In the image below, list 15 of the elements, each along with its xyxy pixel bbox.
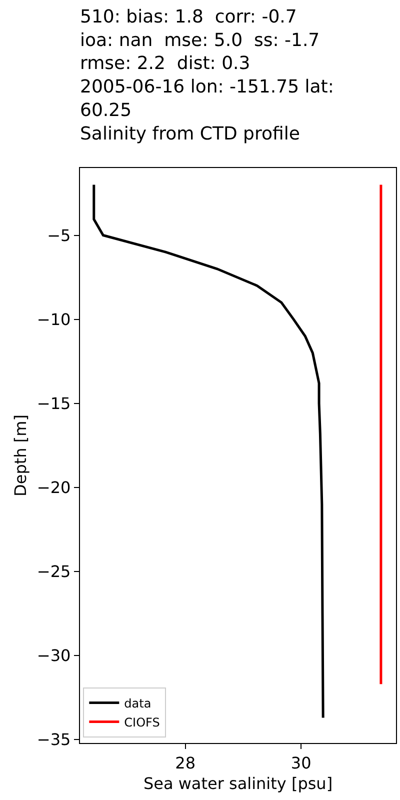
y-tick-label: −15 bbox=[36, 394, 71, 413]
x-tick-label: 30 bbox=[290, 753, 312, 772]
y-tick-label: −30 bbox=[36, 646, 71, 666]
y-tick-label: −20 bbox=[36, 478, 71, 498]
legend-label: data bbox=[124, 696, 152, 710]
legend-label: CIOFS bbox=[124, 715, 160, 730]
y-tick-label: −10 bbox=[36, 310, 71, 329]
chart-title: 510: bias: 1.8 corr: -0.7 ioa: nan mse: 5.0 ss: -1.7 rmse: 2.2 dist: 0.3 2005-06-16 lon: -151.75 lat: 60.25 Salinity from CTD profile bbox=[80, 6, 334, 144]
y-tick-label: −25 bbox=[36, 562, 71, 582]
line-series bbox=[92, 184, 324, 720]
x-tick-label: 28 bbox=[175, 753, 196, 772]
x-axis-title: Sea water salinity [psu] bbox=[143, 774, 333, 793]
y-tick-label: −35 bbox=[36, 730, 71, 750]
y-axis-title: Depth [m] bbox=[10, 414, 30, 496]
y-tick-label: −5 bbox=[47, 226, 71, 245]
